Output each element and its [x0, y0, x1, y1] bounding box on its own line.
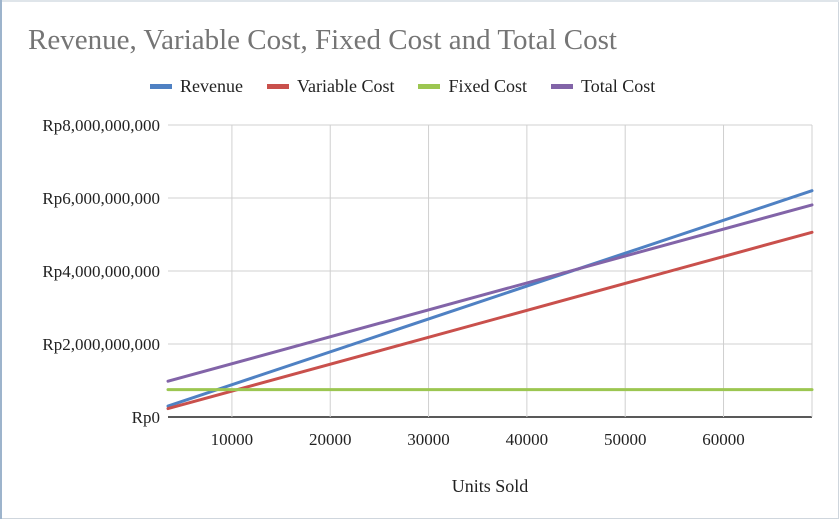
x-tick-label: 20000: [309, 430, 352, 449]
x-tick-label: 30000: [407, 430, 450, 449]
legend-swatch-revenue: [150, 84, 172, 89]
legend-label-revenue: Revenue: [180, 76, 243, 96]
x-tick-label: 10000: [211, 430, 254, 449]
x-tick-label: 40000: [506, 430, 549, 449]
y-tick-label: Rp0: [132, 408, 160, 427]
chart-legend: Revenue Variable Cost Fixed Cost Total C…: [150, 76, 655, 97]
legend-swatch-total-cost: [550, 84, 573, 89]
x-axis-tick-labels: 10000 20000 30000 40000 50000 60000: [211, 430, 745, 449]
legend-item-revenue: Revenue: [150, 76, 243, 97]
chart-title: Revenue, Variable Cost, Fixed Cost and T…: [28, 24, 617, 56]
legend-item-fixed-cost: Fixed Cost: [418, 76, 527, 97]
legend-swatch-fixed-cost: [418, 84, 441, 89]
y-tick-label: Rp4,000,000,000: [42, 262, 160, 281]
legend-label-variable-cost: Variable Cost: [296, 76, 395, 96]
legend-swatch-variable-cost: [266, 84, 289, 89]
legend-item-variable-cost: Variable Cost: [266, 76, 395, 97]
y-tick-label: Rp2,000,000,000: [42, 335, 160, 354]
chart-grid: [168, 124, 813, 418]
x-tick-label: 50000: [604, 430, 647, 449]
y-tick-label: Rp6,000,000,000: [42, 189, 160, 208]
y-axis-tick-labels: Rp0 Rp2,000,000,000 Rp4,000,000,000 Rp6,000…: [42, 116, 160, 427]
series-line-total-cost: [166, 203, 814, 383]
series-line-variable-cost: [166, 230, 814, 411]
legend-label-fixed-cost: Fixed Cost: [448, 76, 527, 96]
series-line-revenue: [166, 189, 814, 408]
window-top-edge: [0, 0, 839, 2]
legend-label-total-cost: Total Cost: [580, 76, 656, 96]
x-tick-label: 60000: [702, 430, 745, 449]
window-left-edge: [0, 0, 2, 519]
chart-series-lines: [166, 189, 814, 411]
legend-item-total-cost: Total Cost: [550, 76, 656, 97]
y-tick-label: Rp8,000,000,000: [42, 116, 160, 135]
x-axis-title: Units Sold: [452, 476, 529, 496]
